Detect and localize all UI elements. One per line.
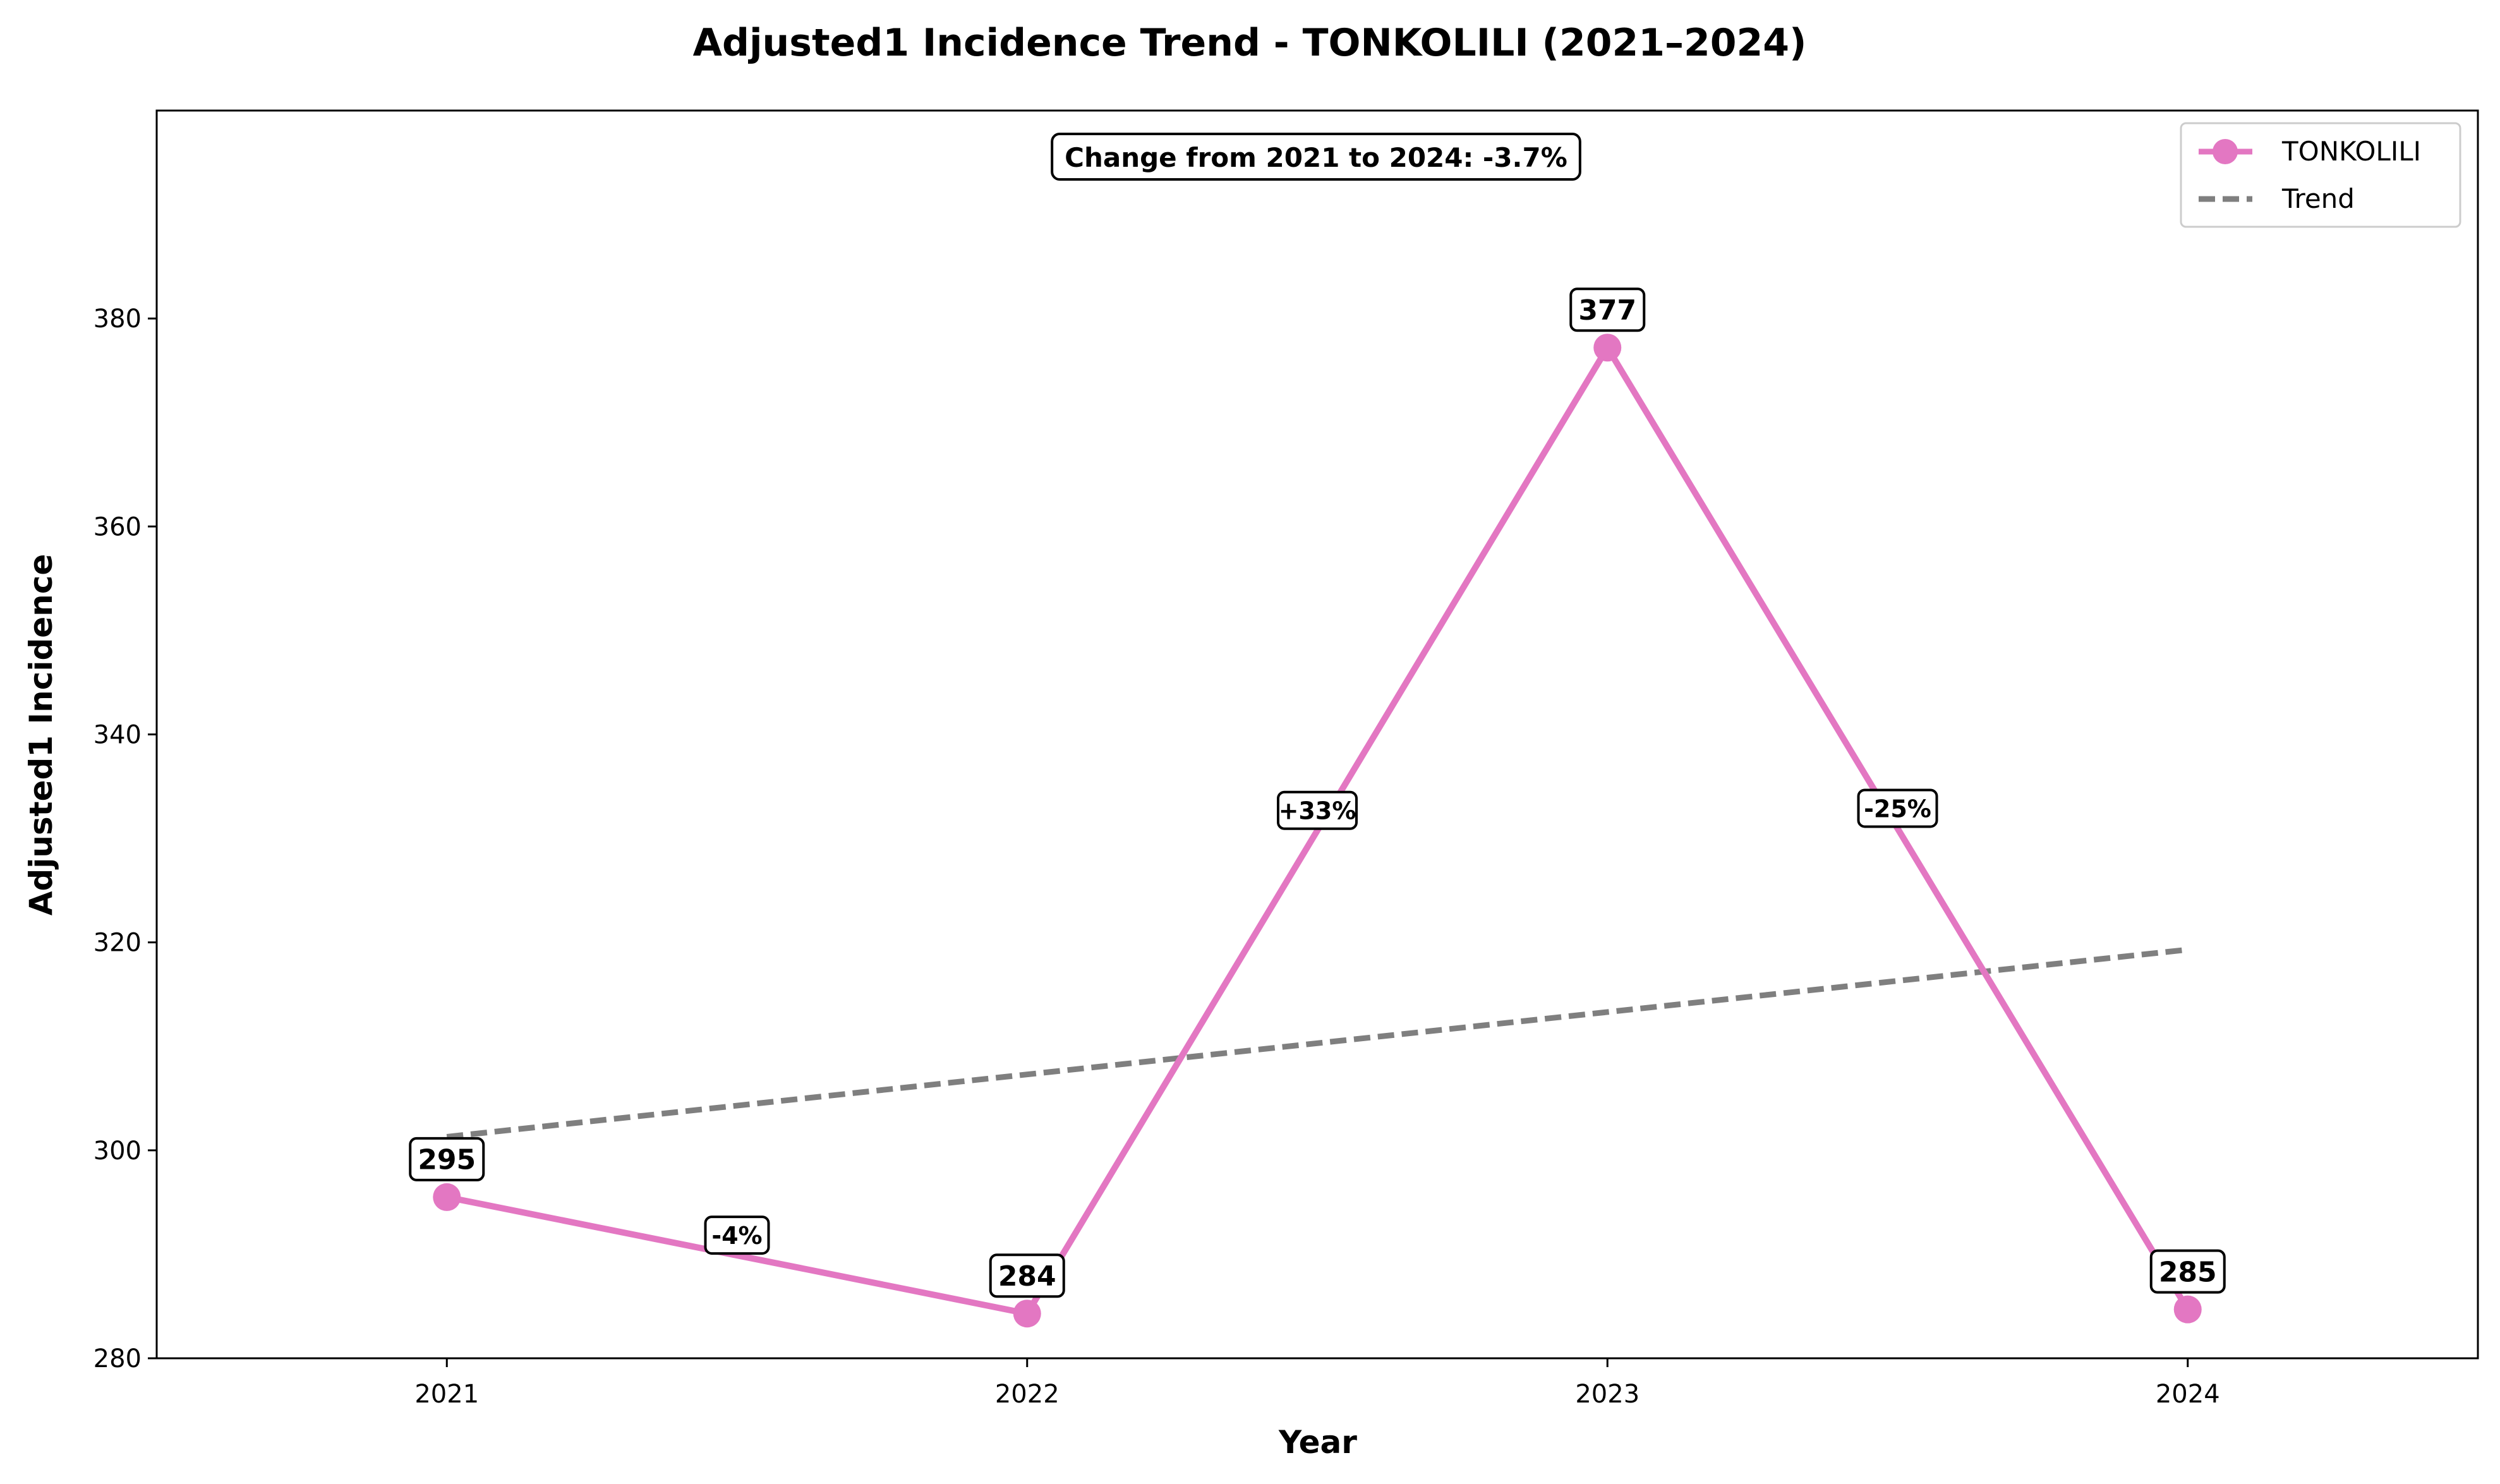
x-axis-label: Year xyxy=(1278,1424,1357,1461)
x-tick-label: 2021 xyxy=(414,1380,479,1409)
x-axis: 2021 2022 2023 2024 xyxy=(414,1358,2220,1409)
tonkolili-point xyxy=(1593,334,1622,362)
y-tick-label: 380 xyxy=(94,305,142,334)
change-label-text: -4% xyxy=(711,1222,762,1250)
y-tick-label: 300 xyxy=(94,1137,142,1166)
y-tick-label: 360 xyxy=(94,512,142,541)
data-label: 295 xyxy=(409,1137,485,1181)
data-label-text: 284 xyxy=(998,1260,1056,1293)
data-label: 284 xyxy=(989,1253,1065,1298)
y-tick-label: 320 xyxy=(94,929,142,958)
legend-marker-tonkolili xyxy=(2213,139,2238,164)
y-axis: 280 300 320 340 360 380 xyxy=(94,305,157,1373)
data-label-text: 377 xyxy=(1578,294,1636,327)
summary-text: Change from 2021 to 2024: -3.7% xyxy=(1065,142,1567,173)
change-label-box xyxy=(1857,788,1938,828)
change-label-text: +33% xyxy=(1279,797,1356,825)
y-tick-label: 340 xyxy=(94,721,142,750)
tonkolili-point xyxy=(433,1183,461,1211)
change-label: -4% xyxy=(704,1216,770,1255)
data-label-text: 295 xyxy=(418,1144,476,1176)
summary-box: Change from 2021 to 2024: -3.7% xyxy=(1051,133,1581,181)
x-tick-label: 2022 xyxy=(995,1380,1060,1409)
y-tick-label: 280 xyxy=(94,1344,142,1373)
change-label: -25% xyxy=(1857,788,1938,828)
data-label-box xyxy=(1569,287,1646,332)
data-label: 285 xyxy=(2149,1249,2226,1294)
data-label: 377 xyxy=(1569,287,1646,332)
data-label-box xyxy=(989,1253,1065,1298)
chart-title: Adjusted1 Incidence Trend - TONKOLILI (2… xyxy=(693,21,1807,65)
legend-label-trend: Trend xyxy=(2281,183,2355,214)
legend-label-tonkolili: TONKOLILI xyxy=(2281,136,2421,167)
tonkolili-line xyxy=(446,344,2191,1317)
x-tick-label: 2023 xyxy=(1575,1380,1639,1409)
summary-box-border xyxy=(1051,133,1581,181)
change-label: +33% xyxy=(1277,790,1358,830)
legend: TONKOLILI Trend xyxy=(2180,122,2461,228)
y-axis-label: Adjusted1 Incidence xyxy=(23,554,59,916)
change-label-text: -25% xyxy=(1864,795,1931,823)
data-label-box xyxy=(409,1137,485,1181)
change-label-box xyxy=(1277,790,1358,830)
x-tick-label: 2024 xyxy=(2156,1380,2220,1409)
tonkolili-point xyxy=(1013,1300,1041,1328)
change-label-box xyxy=(704,1216,770,1255)
series-layer xyxy=(433,334,2202,1328)
trend-line xyxy=(446,946,2189,1140)
labels-layer: 295 284 377 285 -4% +33% -25% xyxy=(409,287,2226,1298)
data-label-box xyxy=(2149,1249,2226,1294)
tonkolili-point xyxy=(2173,1295,2202,1324)
data-label-text: 285 xyxy=(2159,1256,2217,1288)
